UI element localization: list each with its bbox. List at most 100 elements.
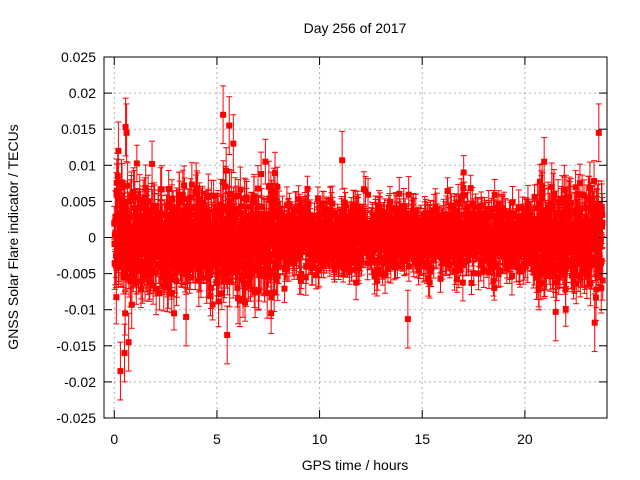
data-point [158, 212, 165, 219]
data-point [268, 294, 275, 301]
data-point [321, 250, 328, 257]
data-point [298, 270, 305, 277]
data-point [351, 215, 358, 222]
data-point [139, 240, 146, 247]
data-point [210, 251, 217, 258]
data-point [302, 241, 309, 248]
data-point [262, 158, 269, 165]
data-point [212, 262, 219, 269]
data-point [274, 183, 281, 190]
data-point [265, 230, 272, 237]
data-point [124, 182, 131, 189]
data-point [119, 221, 126, 228]
data-point [138, 263, 145, 270]
data-point [239, 296, 246, 303]
data-point [192, 231, 199, 238]
data-point [271, 289, 278, 296]
data-point [199, 199, 206, 206]
data-point [316, 213, 323, 220]
data-point [173, 268, 180, 275]
data-point [150, 282, 157, 289]
data-point [195, 226, 202, 233]
data-point [238, 203, 245, 210]
data-point [141, 231, 148, 238]
data-point [358, 259, 365, 266]
data-point [228, 191, 235, 198]
data-point [270, 187, 277, 194]
data-point [242, 299, 249, 306]
data-point [274, 213, 281, 220]
data-point [253, 216, 260, 223]
data-point [293, 205, 300, 212]
data-series [111, 85, 606, 401]
data-point [180, 207, 187, 214]
data-point [141, 258, 148, 265]
data-point [248, 271, 255, 278]
data-point [112, 260, 119, 267]
data-point [151, 203, 158, 210]
data-point [243, 194, 250, 201]
data-point [296, 274, 303, 281]
data-point [127, 197, 134, 204]
data-point [304, 206, 311, 213]
data-point [158, 186, 165, 193]
data-point [224, 266, 231, 273]
data-point [353, 279, 360, 286]
data-point [120, 274, 127, 281]
data-point [134, 258, 141, 265]
data-point [324, 214, 331, 221]
data-point [136, 247, 143, 254]
data-point [322, 206, 329, 213]
data-point [265, 183, 272, 190]
data-point [254, 225, 261, 232]
data-point [207, 284, 214, 291]
data-point [242, 280, 249, 287]
data-point [311, 254, 318, 261]
data-point [272, 170, 279, 177]
data-point [226, 278, 233, 285]
data-point [202, 215, 209, 222]
data-point [329, 210, 336, 217]
data-point [362, 187, 369, 194]
data-point [307, 212, 314, 219]
data-point [264, 289, 271, 296]
data-point [260, 211, 267, 218]
data-point [315, 267, 322, 274]
data-point [163, 212, 170, 219]
data-point [273, 263, 280, 270]
data-point [128, 301, 135, 308]
data-point [218, 290, 225, 297]
data-point [216, 268, 223, 275]
data-point [305, 200, 312, 207]
data-point [335, 258, 342, 265]
data-point [223, 167, 230, 174]
data-point [303, 263, 310, 270]
data-point [245, 237, 252, 244]
data-point [284, 265, 291, 272]
data-point [113, 294, 120, 301]
data-point [181, 196, 188, 203]
data-point [242, 247, 249, 254]
data-point [196, 266, 203, 273]
data-point [119, 179, 126, 186]
data-point [178, 213, 185, 220]
data-point [130, 266, 137, 273]
data-point [235, 192, 242, 199]
data-point [258, 171, 265, 178]
data-point [209, 301, 216, 308]
data-point [183, 215, 190, 222]
data-point [167, 221, 174, 228]
data-point [165, 237, 172, 244]
data-point [152, 269, 159, 276]
data-point [326, 256, 333, 263]
data-point [179, 192, 186, 199]
data-point [197, 274, 204, 281]
data-point [220, 179, 227, 186]
data-point [365, 191, 372, 198]
data-point [138, 278, 145, 285]
data-point [312, 272, 319, 279]
data-point [295, 196, 302, 203]
data-point [142, 184, 149, 191]
data-point [164, 284, 171, 291]
